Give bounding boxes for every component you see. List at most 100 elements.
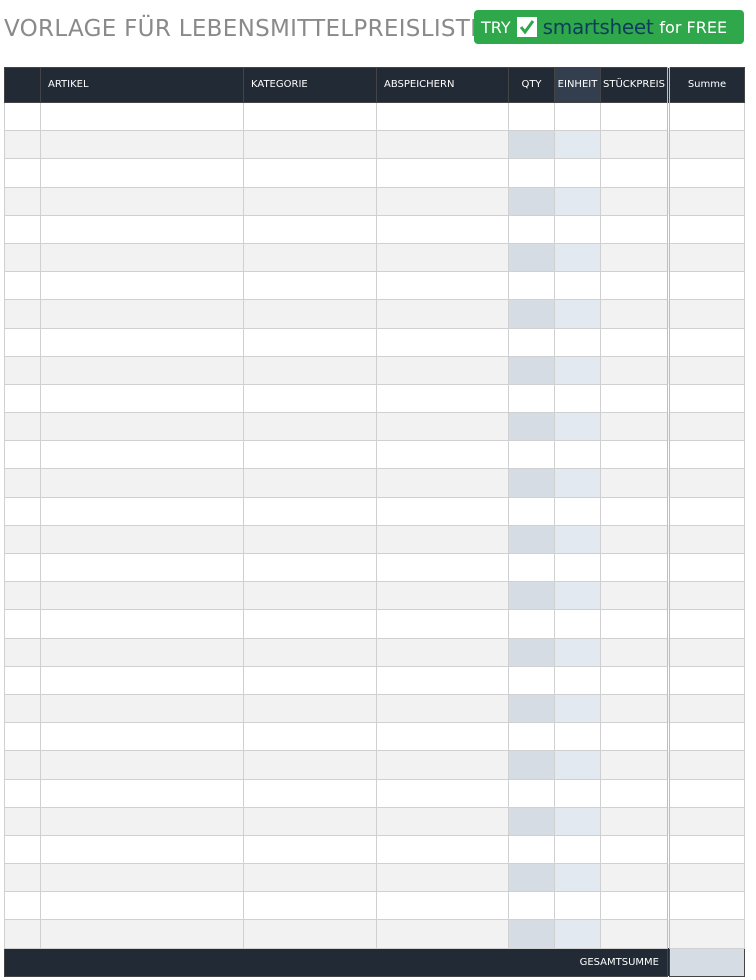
cell[interactable]	[243, 778, 377, 808]
cell[interactable]	[554, 693, 601, 724]
cell[interactable]	[554, 299, 601, 329]
cell[interactable]	[376, 214, 509, 244]
cell[interactable]	[4, 524, 41, 555]
cell[interactable]	[376, 383, 509, 414]
cell[interactable]	[4, 327, 41, 357]
cell[interactable]	[508, 186, 555, 216]
cell[interactable]	[554, 778, 601, 808]
cell[interactable]	[554, 863, 601, 893]
cell[interactable]	[508, 383, 555, 414]
cell[interactable]	[600, 242, 669, 273]
cell[interactable]	[40, 863, 244, 893]
cell[interactable]	[40, 468, 244, 498]
cell[interactable]	[243, 637, 377, 667]
cell[interactable]	[508, 665, 555, 695]
cell[interactable]	[667, 355, 745, 385]
cell[interactable]	[4, 158, 41, 188]
cell[interactable]	[508, 355, 555, 385]
cell[interactable]	[600, 863, 669, 893]
cell[interactable]	[40, 722, 244, 752]
cell[interactable]	[667, 552, 745, 583]
cell[interactable]	[508, 130, 555, 160]
cell[interactable]	[4, 552, 41, 583]
cell[interactable]	[554, 581, 601, 611]
cell[interactable]	[508, 778, 555, 808]
cell[interactable]	[667, 750, 745, 780]
cell[interactable]	[554, 552, 601, 583]
cell[interactable]	[600, 750, 669, 780]
cell[interactable]	[554, 722, 601, 752]
cell[interactable]	[667, 919, 745, 949]
cell[interactable]	[243, 355, 377, 385]
cell[interactable]	[40, 834, 244, 865]
cell[interactable]	[243, 158, 377, 188]
cell[interactable]	[508, 327, 555, 357]
cell[interactable]	[508, 242, 555, 273]
cell[interactable]	[4, 919, 41, 949]
cell[interactable]	[600, 778, 669, 808]
cell[interactable]	[508, 468, 555, 498]
cell[interactable]	[600, 581, 669, 611]
cell[interactable]	[554, 440, 601, 470]
cell[interactable]	[667, 524, 745, 555]
cell[interactable]	[376, 327, 509, 357]
cell[interactable]	[667, 496, 745, 526]
cell[interactable]	[508, 722, 555, 752]
cell[interactable]	[376, 665, 509, 695]
cell[interactable]	[40, 581, 244, 611]
cell[interactable]	[554, 665, 601, 695]
cell[interactable]	[4, 299, 41, 329]
cell[interactable]	[667, 863, 745, 893]
cell[interactable]	[4, 891, 41, 921]
cell[interactable]	[508, 750, 555, 780]
cell[interactable]	[40, 327, 244, 357]
cell[interactable]	[243, 750, 377, 780]
cell[interactable]	[554, 271, 601, 301]
cell[interactable]	[376, 524, 509, 555]
cell[interactable]	[4, 693, 41, 724]
cell[interactable]	[243, 299, 377, 329]
cell[interactable]	[40, 440, 244, 470]
cell[interactable]	[667, 130, 745, 160]
cell[interactable]	[554, 524, 601, 555]
cell[interactable]	[667, 101, 745, 132]
cell[interactable]	[243, 101, 377, 132]
cell[interactable]	[376, 693, 509, 724]
cell[interactable]	[243, 214, 377, 244]
cell[interactable]	[40, 412, 244, 442]
cell[interactable]	[600, 609, 669, 639]
cell[interactable]	[508, 919, 555, 949]
cell[interactable]	[40, 891, 244, 921]
cell[interactable]	[376, 271, 509, 301]
cell[interactable]	[667, 299, 745, 329]
cell[interactable]	[554, 637, 601, 667]
cell[interactable]	[243, 383, 377, 414]
cell[interactable]	[243, 440, 377, 470]
cell[interactable]	[600, 806, 669, 836]
cell[interactable]	[4, 101, 41, 132]
cell[interactable]	[508, 101, 555, 132]
cell[interactable]	[376, 130, 509, 160]
cell[interactable]	[667, 609, 745, 639]
cell[interactable]	[4, 496, 41, 526]
cell[interactable]	[554, 242, 601, 273]
cell[interactable]	[243, 919, 377, 949]
cell[interactable]	[508, 496, 555, 526]
cell[interactable]	[243, 186, 377, 216]
cell[interactable]	[667, 891, 745, 921]
cell[interactable]	[667, 665, 745, 695]
cell[interactable]	[667, 383, 745, 414]
cell[interactable]	[4, 271, 41, 301]
cell[interactable]	[554, 130, 601, 160]
cell[interactable]	[554, 383, 601, 414]
cell[interactable]	[667, 581, 745, 611]
cell[interactable]	[554, 834, 601, 865]
cell[interactable]	[376, 750, 509, 780]
cell[interactable]	[243, 271, 377, 301]
cell[interactable]	[600, 665, 669, 695]
cell[interactable]	[600, 412, 669, 442]
cell[interactable]	[667, 693, 745, 724]
cell[interactable]	[376, 496, 509, 526]
cell[interactable]	[508, 863, 555, 893]
cell[interactable]	[600, 468, 669, 498]
